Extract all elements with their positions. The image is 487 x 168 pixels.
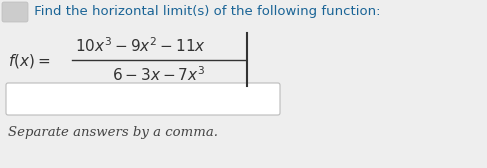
FancyBboxPatch shape [2, 2, 28, 22]
Text: $10x^3 - 9x^2 - 11x$: $10x^3 - 9x^2 - 11x$ [75, 37, 206, 55]
Text: $f(x) =$: $f(x) =$ [8, 52, 50, 70]
FancyBboxPatch shape [6, 83, 280, 115]
Text: Separate answers by a comma.: Separate answers by a comma. [8, 126, 218, 139]
Text: Find the horizontal limit(s) of the following function:: Find the horizontal limit(s) of the foll… [30, 5, 380, 17]
Text: $6 - 3x - 7x^3$: $6 - 3x - 7x^3$ [112, 66, 205, 84]
